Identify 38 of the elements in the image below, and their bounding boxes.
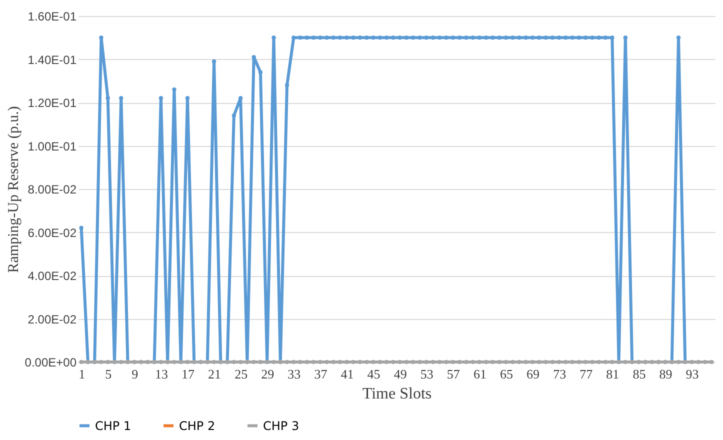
x-tick-label: 41	[340, 366, 354, 382]
x-tick-label: 29	[261, 366, 274, 382]
y-tick-label: 0.00E+00	[24, 356, 77, 370]
x-tick-label: 73	[553, 366, 566, 382]
x-tick-label: 45	[367, 366, 380, 382]
x-tick-label: 5	[105, 366, 112, 382]
x-tick-label: 89	[659, 366, 672, 382]
x-tick-label: 65	[500, 366, 513, 382]
y-tick-label: 8.00E-02	[28, 182, 77, 196]
x-tick-label: 49	[394, 366, 407, 382]
x-tick-label: 85	[632, 366, 646, 382]
x-tick-label: 69	[526, 366, 540, 382]
y-tick-label: 1.60E-01	[28, 10, 77, 24]
x-tick-label: 53	[420, 366, 434, 382]
x-tick-label: 77	[580, 366, 594, 382]
legend-label: CHP 2	[179, 418, 216, 433]
x-tick-label: 9	[132, 366, 138, 382]
x-axis-title: Time Slots	[362, 386, 432, 402]
y-axis-title: Ramping-Up Reserve (p.u.)	[6, 106, 22, 273]
legend-label: CHP 1	[95, 418, 132, 433]
x-tick-label: 25	[234, 366, 248, 382]
x-tick-label: 1	[78, 366, 86, 382]
legend-label: CHP 3	[263, 418, 300, 433]
x-tick-label: 17	[181, 366, 195, 382]
x-tick-label: 81	[606, 366, 620, 382]
x-tick-label: 57	[446, 366, 460, 382]
y-tick-label: 1.20E-01	[28, 96, 77, 110]
x-tick-label: 33	[288, 366, 301, 382]
y-tick-label: 6.00E-02	[28, 226, 77, 240]
y-tick-label: 2.00E-02	[28, 312, 77, 326]
x-tick-label: 61	[473, 366, 486, 382]
y-tick-label: 1.40E-01	[28, 52, 77, 67]
x-tick-label: 21	[208, 366, 222, 382]
y-tick-label: 4.00E-02	[28, 269, 77, 283]
y-tick-label: 1.00E-01	[28, 139, 77, 154]
x-tick-label: 13	[154, 366, 168, 382]
x-tick-label: 93	[686, 366, 699, 382]
x-tick-label: 37	[314, 366, 328, 382]
